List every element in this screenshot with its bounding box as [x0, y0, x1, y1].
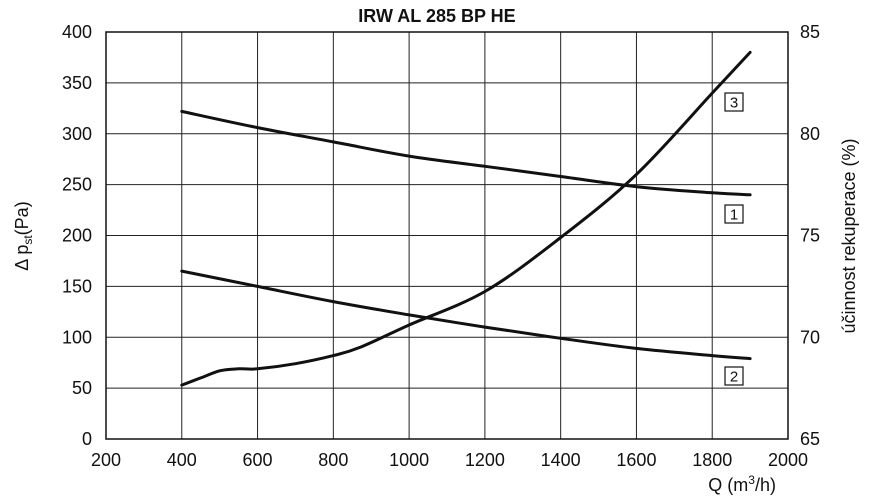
plot-frame [105, 31, 789, 440]
y-tick-label: 250 [62, 175, 92, 195]
x-tick-label: 400 [167, 450, 197, 470]
curve-2 [180, 269, 752, 361]
x-tick-label: 1400 [541, 450, 581, 470]
y-tick-label: 350 [62, 73, 92, 93]
ticks: 200 400 600 800 1000 1200 1400 1600 1800 20000501… [62, 22, 820, 470]
curve-3 [180, 50, 752, 387]
curve-marker-label-2: 2 [730, 369, 738, 386]
y2-tick-label: 80 [800, 124, 820, 144]
chart-title: IRW AL 285 BP HE [358, 6, 515, 26]
x-tick-label: 1600 [616, 450, 656, 470]
x-tick-label: 800 [318, 450, 348, 470]
y-tick-label: 300 [62, 124, 92, 144]
y-tick-label: 50 [72, 378, 92, 398]
x-tick-label: 1200 [465, 450, 505, 470]
curve-marker-label-3: 3 [730, 95, 738, 112]
y-tick-label: 200 [62, 226, 92, 246]
curves [180, 50, 752, 387]
curve-markers: 1 2 3 [724, 92, 744, 386]
curve-marker-box-2 [724, 366, 744, 386]
curve-marker-label-1: 1 [730, 207, 738, 224]
x-tick-label: 2000 [768, 450, 808, 470]
y-tick-label: 0 [82, 429, 92, 449]
curve-1 [180, 109, 752, 197]
curve-marker-box-3 [724, 92, 744, 112]
y-axis-label: Δ pst(Pa) [12, 201, 35, 270]
y2-tick-label: 65 [800, 429, 820, 449]
y2-tick-label: 70 [800, 327, 820, 347]
y-tick-label: 400 [62, 22, 92, 42]
y2-tick-label: 75 [800, 226, 820, 246]
curve-marker-box-1 [724, 204, 744, 224]
x-tick-label: 200 [91, 450, 121, 470]
y-tick-label: 150 [62, 276, 92, 296]
grid [105, 31, 789, 440]
x-tick-label: 1000 [389, 450, 429, 470]
x-tick-label: 600 [243, 450, 273, 470]
x-tick-label: 1800 [692, 450, 732, 470]
y2-axis-label: účinnost rekuperace (%) [839, 138, 859, 333]
y-tick-label: 100 [62, 327, 92, 347]
y2-tick-label: 85 [800, 22, 820, 42]
x-axis-label: Q (m3/h) [708, 473, 776, 495]
